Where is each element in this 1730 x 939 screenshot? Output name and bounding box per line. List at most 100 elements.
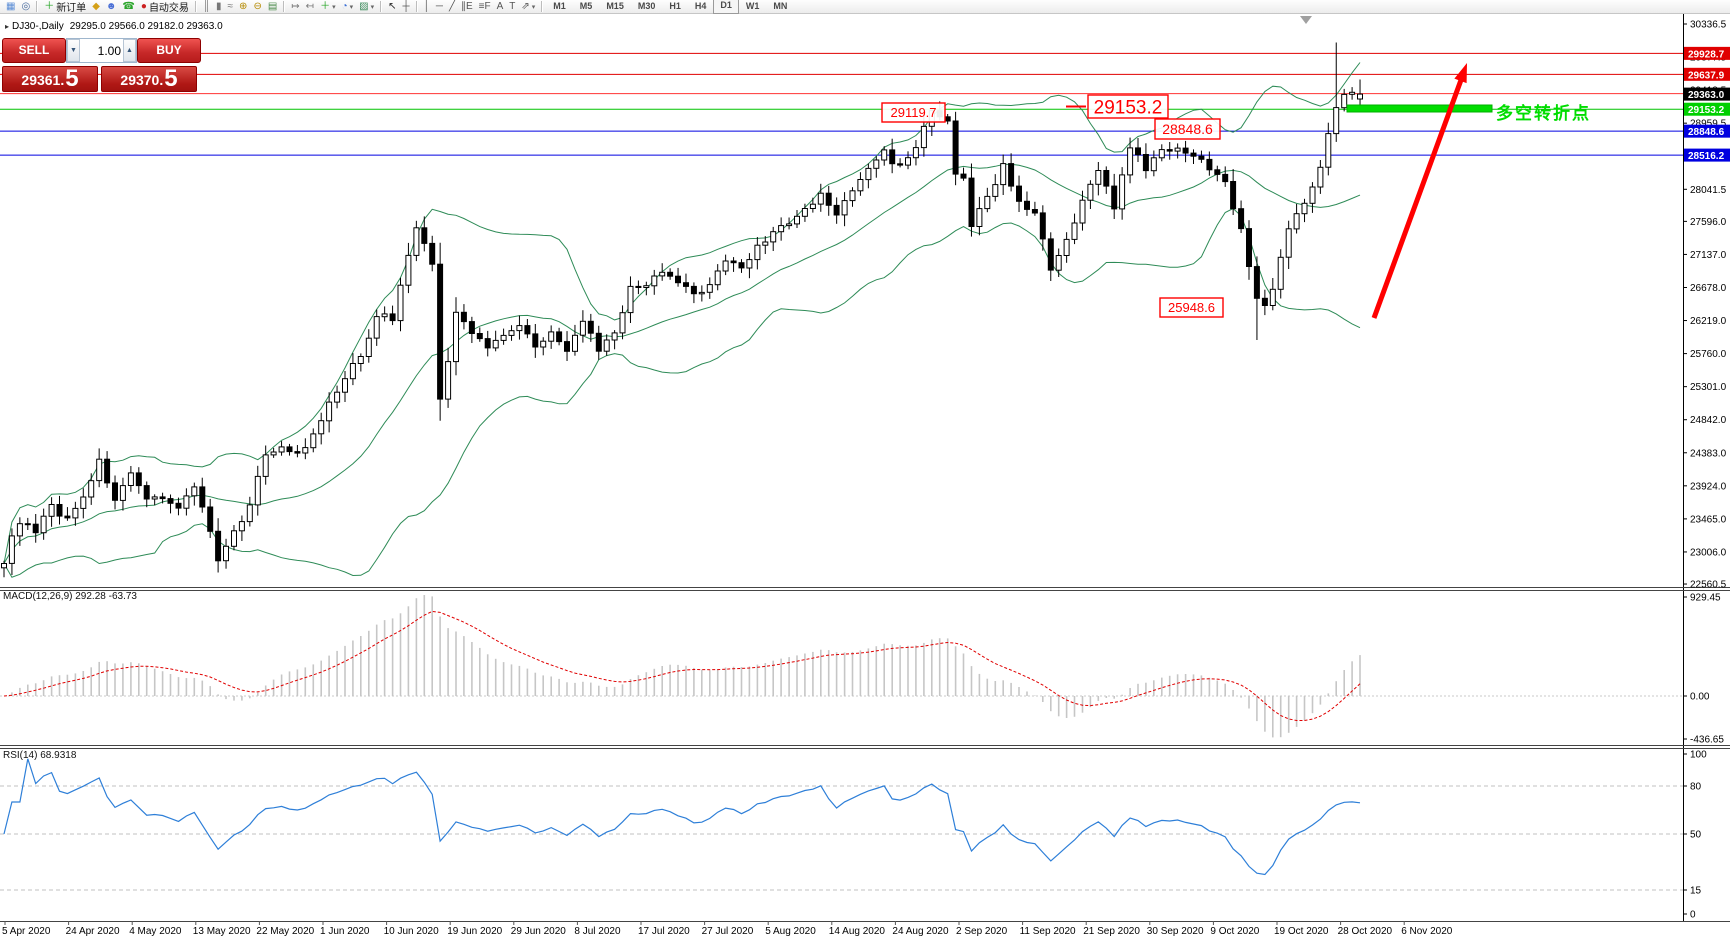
timeframe-h4-button[interactable]: H4 bbox=[694, 1, 707, 11]
volume-input[interactable] bbox=[80, 39, 123, 62]
text-label-tool-button[interactable]: T bbox=[506, 0, 518, 13]
indicators-list-button[interactable]: ＋ ▾ bbox=[317, 0, 339, 13]
candle-104 bbox=[825, 192, 832, 206]
line-chart-mode-button[interactable]: ≈ bbox=[225, 0, 237, 13]
auto-scroll-button[interactable]: ↦ bbox=[288, 0, 302, 13]
cursor-button[interactable]: ↖ bbox=[385, 0, 399, 13]
candle-17 bbox=[135, 472, 142, 487]
date-label: 5 Apr 2020 bbox=[2, 926, 51, 937]
candlestick-mode-button[interactable]: ▮ bbox=[213, 0, 225, 13]
pivot-zone-cjk-label[interactable]: 多空转折点 bbox=[1496, 103, 1591, 123]
autotrading-button[interactable]: ● 自动交易 bbox=[138, 0, 192, 14]
candle-94 bbox=[746, 259, 753, 269]
candle-105 bbox=[833, 204, 840, 216]
timeframe-m30-button[interactable]: M30 bbox=[637, 1, 656, 11]
vertical-line-tool-icon: │ bbox=[423, 1, 430, 12]
date-label: 8 Jul 2020 bbox=[574, 926, 621, 937]
templates-icon: ▨ bbox=[359, 1, 369, 12]
price-tick-label: 27596.0 bbox=[1690, 217, 1727, 228]
date-label: 28 Oct 2020 bbox=[1338, 926, 1393, 937]
price-tick-label: 22560.5 bbox=[1690, 580, 1727, 591]
candle-51 bbox=[405, 254, 412, 286]
candle-149 bbox=[1182, 147, 1189, 154]
date-label: 17 Jul 2020 bbox=[638, 926, 690, 937]
candle-2 bbox=[16, 523, 23, 537]
rsi-tick-label: 80 bbox=[1690, 782, 1702, 793]
volume-increase-button[interactable]: ▲ bbox=[123, 39, 136, 62]
timeframe-m5-button[interactable]: M5 bbox=[579, 1, 593, 11]
trend-arrow-line[interactable] bbox=[1371, 79, 1464, 319]
templates-button[interactable]: ▨ ▾ bbox=[356, 0, 377, 13]
candle-111 bbox=[881, 149, 888, 161]
candle-135 bbox=[1071, 222, 1078, 240]
new-chart-button[interactable]: ▦ bbox=[3, 0, 18, 13]
volume-decrease-button[interactable]: ▼ bbox=[67, 39, 80, 62]
candle-25 bbox=[199, 486, 206, 508]
timeframe-m1-button[interactable]: M1 bbox=[553, 1, 566, 11]
indicators-list-icon: ＋ bbox=[320, 1, 331, 12]
new-order-button[interactable]: ＋新订单 bbox=[41, 0, 89, 14]
candle-110 bbox=[873, 159, 880, 169]
timeframe-mn-button[interactable]: MN bbox=[773, 1, 788, 11]
candle-98 bbox=[778, 225, 785, 233]
vertical-line-tool-button[interactable]: │ bbox=[421, 0, 433, 13]
candle-141 bbox=[1119, 174, 1126, 210]
zoom-out-button[interactable]: ⊖ bbox=[250, 0, 264, 13]
candle-52 bbox=[413, 227, 420, 256]
bollinger-lower-band bbox=[3, 207, 1361, 578]
chart-shift-button[interactable]: ↤ bbox=[303, 0, 317, 13]
chart-symbol-period: DJ30-,Daily bbox=[12, 21, 64, 32]
timeframe-h1-button[interactable]: H1 bbox=[669, 1, 681, 11]
timeframe-w1-button[interactable]: W1 bbox=[745, 1, 760, 11]
date-label: 5 Aug 2020 bbox=[765, 926, 816, 937]
pivot-zone-green-bar[interactable] bbox=[1346, 104, 1493, 113]
text-tool-button[interactable]: A bbox=[494, 0, 507, 13]
price-label-25948-box[interactable] bbox=[1159, 297, 1224, 318]
crosshair-button[interactable]: ┼ bbox=[400, 0, 413, 13]
arrows-tool-button[interactable]: ⇗ ▾ bbox=[518, 0, 538, 13]
candle-103 bbox=[817, 192, 824, 205]
market-watch-button[interactable]: ◎ bbox=[18, 0, 33, 13]
trendline-tool-button[interactable]: ╱ bbox=[446, 0, 458, 13]
date-label: 24 Aug 2020 bbox=[892, 926, 949, 937]
price-label-29119-box[interactable] bbox=[881, 102, 946, 123]
candle-41 bbox=[326, 401, 333, 422]
candle-122 bbox=[968, 177, 975, 228]
price-label-28848-box[interactable] bbox=[1154, 118, 1221, 140]
candle-96 bbox=[762, 241, 769, 246]
equidistant-channel-tool-button[interactable]: ∥E bbox=[458, 0, 476, 13]
timeframe-m15-button[interactable]: M15 bbox=[606, 1, 624, 11]
order-entry-row: SELL ▼ ▲ BUY bbox=[2, 38, 201, 63]
timeframe-d1-button[interactable]: D1 bbox=[713, 0, 739, 14]
data-window-button[interactable]: ◆ bbox=[89, 0, 103, 13]
tile-windows-button[interactable]: ▤ bbox=[265, 0, 280, 13]
buy-button[interactable]: BUY bbox=[137, 38, 201, 63]
candle-99 bbox=[786, 223, 793, 227]
candle-113 bbox=[897, 163, 904, 166]
candle-6 bbox=[48, 504, 55, 517]
price-label-29153-box[interactable] bbox=[1087, 94, 1169, 119]
candle-34 bbox=[270, 451, 277, 456]
text-tool-icon: A bbox=[496, 1, 504, 12]
navigator-button[interactable]: ☻ bbox=[103, 0, 120, 13]
toolbar-separator bbox=[415, 1, 418, 12]
candle-74 bbox=[587, 320, 594, 334]
date-label: 24 Apr 2020 bbox=[66, 926, 120, 937]
chart-shift-marker[interactable] bbox=[1300, 16, 1312, 24]
price-label-25948: 25948.6 bbox=[1168, 300, 1215, 315]
candlestick-mode-icon: ▮ bbox=[216, 1, 222, 12]
buy-price-display[interactable]: 29370. 5 bbox=[101, 66, 197, 92]
bar-chart-mode-button[interactable]: ║ bbox=[200, 0, 213, 13]
periods-button[interactable]: ◔ ▾ bbox=[339, 0, 357, 13]
new-order-icon: ＋ bbox=[44, 1, 55, 12]
candle-144 bbox=[1142, 154, 1149, 172]
sell-price-display[interactable]: 29361. 5 bbox=[2, 66, 98, 92]
zoom-in-button[interactable]: ⊕ bbox=[236, 0, 250, 13]
horizontal-line-tool-button[interactable]: ─ bbox=[433, 0, 446, 13]
alerts-button[interactable]: ☎ bbox=[119, 0, 137, 13]
sell-button[interactable]: SELL bbox=[2, 38, 66, 63]
candle-157 bbox=[1246, 228, 1252, 268]
arrows-tool-icon: ⇗ bbox=[521, 1, 530, 12]
fibonacci-tool-button[interactable]: ≡F bbox=[476, 0, 494, 13]
